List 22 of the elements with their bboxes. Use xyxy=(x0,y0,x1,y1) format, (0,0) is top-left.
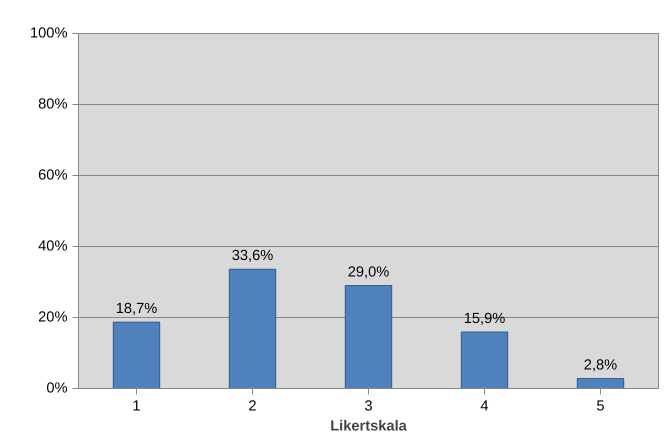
y-tick-label: 20% xyxy=(38,310,68,326)
x-tick-label: 1 xyxy=(132,398,141,414)
y-tick-label: 60% xyxy=(38,168,68,184)
bar xyxy=(576,378,624,388)
data-label: 18,7% xyxy=(116,301,158,318)
y-tick-label: 0% xyxy=(46,380,68,396)
x-tick-label: 5 xyxy=(596,398,605,414)
data-label: 29,0% xyxy=(348,264,390,281)
data-label: 2,8% xyxy=(584,358,618,374)
y-tick-label: 40% xyxy=(38,238,68,254)
data-label: 15,9% xyxy=(464,311,506,328)
bar xyxy=(460,332,508,388)
x-tick-label: 3 xyxy=(364,398,373,414)
x-tick-label: 2 xyxy=(248,398,257,414)
y-tick-label: 100% xyxy=(30,26,68,42)
y-tick-label: 80% xyxy=(38,96,68,112)
bar xyxy=(228,268,276,388)
bar xyxy=(344,285,392,388)
x-tick-label: 4 xyxy=(480,398,489,414)
bar xyxy=(112,322,160,388)
x-axis-title: Likertskala xyxy=(330,418,408,434)
data-label: 33,6% xyxy=(232,248,274,264)
